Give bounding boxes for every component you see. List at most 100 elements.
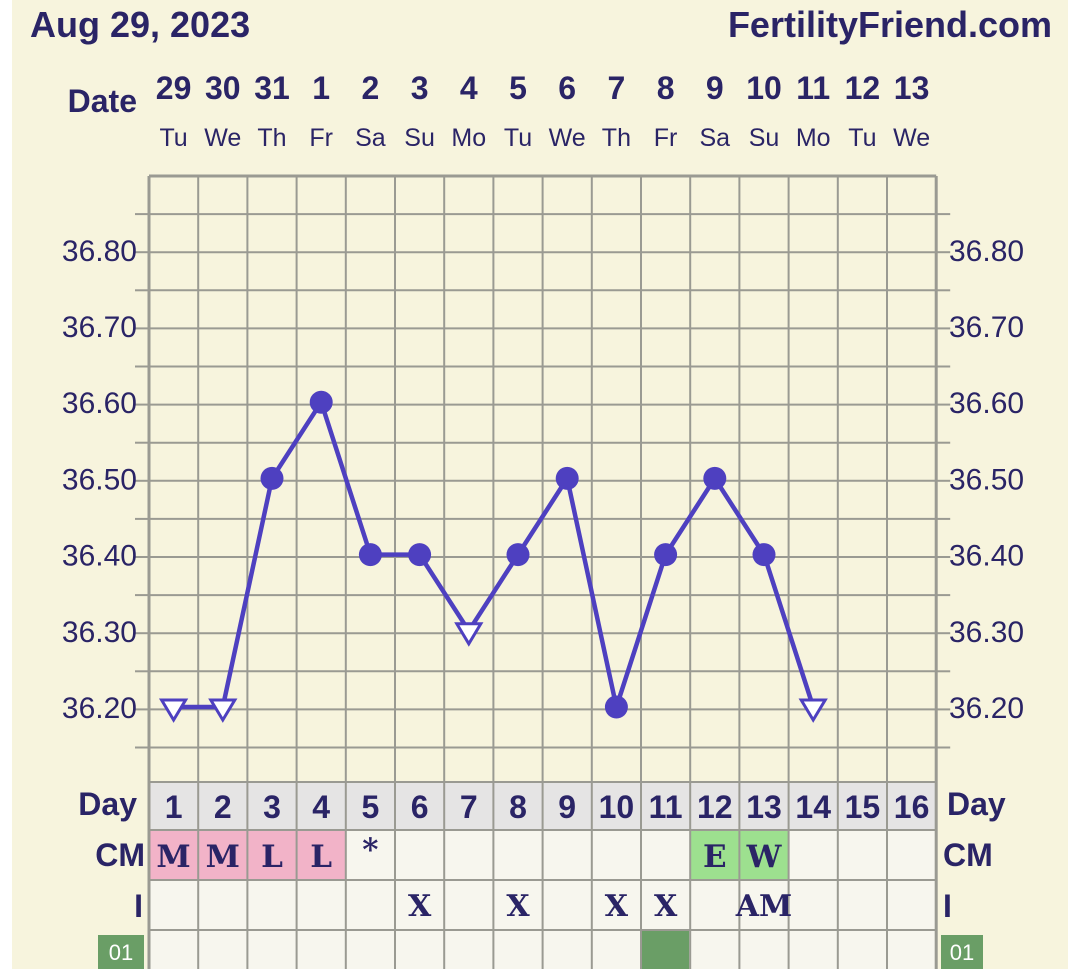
weekday-label: Sa [355,124,386,152]
date-label: 11 [796,70,830,106]
temperature-points [158,390,828,723]
row-label-day: Day [78,786,137,822]
date-label: 4 [460,70,478,106]
day-number: 8 [509,789,527,825]
temp-point [260,466,284,490]
day-number: 12 [697,789,733,825]
temperature-series [173,399,816,710]
y-tick-right: 36.80 [949,235,1024,268]
temperature-grid [135,174,951,969]
y-tick-left: 36.20 [62,692,137,725]
y-tick-left: 36.50 [62,463,137,496]
weekday-label: Th [602,124,631,152]
temp-point-open [208,698,238,723]
weekday-label: Su [749,124,780,152]
day-number: 3 [263,789,281,825]
temp-point [604,695,628,719]
site-name: FertilityFriend.com [728,4,1052,45]
date-label: 7 [608,70,626,106]
date-label: 12 [845,70,881,106]
temp-point [654,543,678,567]
cm-cell-fill [247,830,297,880]
day-number: 9 [558,789,576,825]
weekday-label: Tu [848,124,876,152]
day-number: 1 [165,789,183,825]
date-label: 3 [411,70,429,106]
weekday-label: We [204,124,241,152]
weekday-label: Tu [504,124,532,152]
temp-point [555,466,579,490]
day-number: 10 [599,789,635,825]
y-tick-left: 36.70 [62,311,137,344]
cm-value: E [703,839,727,875]
cd-badge-right [941,935,983,969]
row-label-date: Date [68,83,137,119]
cm-cell-fill [296,830,346,880]
date-label: 30 [205,70,241,106]
date-label: 1 [312,70,330,106]
y-tick-left: 36.60 [62,387,137,420]
cm-value: W [746,839,783,875]
y-tick-left: 36.40 [62,540,137,573]
temp-point [408,543,432,567]
day-number: 15 [845,789,881,825]
date-label: 2 [362,70,380,106]
row-label-i: I [134,888,143,924]
cd-badge-right-text: 01 [950,940,974,965]
day-number: 11 [649,789,683,825]
weekday-label: Su [404,124,435,152]
date-label: 13 [894,70,930,106]
temp-point [703,466,727,490]
cd-badge-left-text: 01 [109,940,133,965]
y-tick-left: 36.30 [62,616,137,649]
day-number: 7 [460,789,478,825]
right-margin-strip [1068,0,1080,969]
cm-value: L [310,839,332,875]
date-label: 6 [558,70,576,106]
weekday-label: We [549,124,586,152]
cd-marker-cell [642,931,690,969]
temp-point [309,390,333,414]
weekday-label: Mo [451,124,486,152]
temp-point [358,543,382,567]
day-number: 6 [411,789,429,825]
cm-cell-fill [198,830,248,880]
row-label-day-right: Day [947,786,1006,822]
weekday-label: Th [257,124,286,152]
day-number: 4 [312,789,330,825]
intercourse-mark: X [506,889,530,924]
date-label: 5 [509,70,527,106]
y-tick-right: 36.40 [949,540,1024,573]
y-axis-ticks: 36.80 36.80 36.70 36.70 36.60 36.60 36.50 36.50… [62,235,1024,725]
weekday-label: Fr [309,124,333,152]
intercourse-mark: AM [735,889,792,924]
temp-point-open [798,698,828,723]
weekday-label: Fr [654,124,678,152]
left-margin-strip [0,0,12,969]
intercourse-mark: X [408,889,432,924]
cm-value: * [362,832,378,868]
weekday-label: Tu [159,124,187,152]
date-label: 31 [254,70,290,106]
temp-point-open [454,622,484,647]
y-tick-right: 36.70 [949,311,1024,344]
intercourse-mark: X [605,889,629,924]
row-label-i-right: I [943,888,952,924]
y-tick-left: 36.80 [62,235,137,268]
date-header-row: 29 Tu 30 We 31 Th 1 Fr 2 Sa 3 Su 4 Mo 5 Tu 6 We 7 Th 8 Fr 9 Sa 1… [156,70,930,152]
row-label-cm-right: CM [943,837,993,873]
date-label: 8 [657,70,675,106]
cd-badge-left [98,935,144,969]
y-tick-right: 36.50 [949,463,1024,496]
cm-cell-fill [739,830,789,880]
day-number: 16 [894,789,930,825]
y-tick-right: 36.60 [949,387,1024,420]
y-tick-right: 36.20 [949,692,1024,725]
cm-value: M [156,839,190,875]
temperature-line [173,399,816,710]
cm-cell-fill [690,830,740,880]
temp-point [506,543,530,567]
